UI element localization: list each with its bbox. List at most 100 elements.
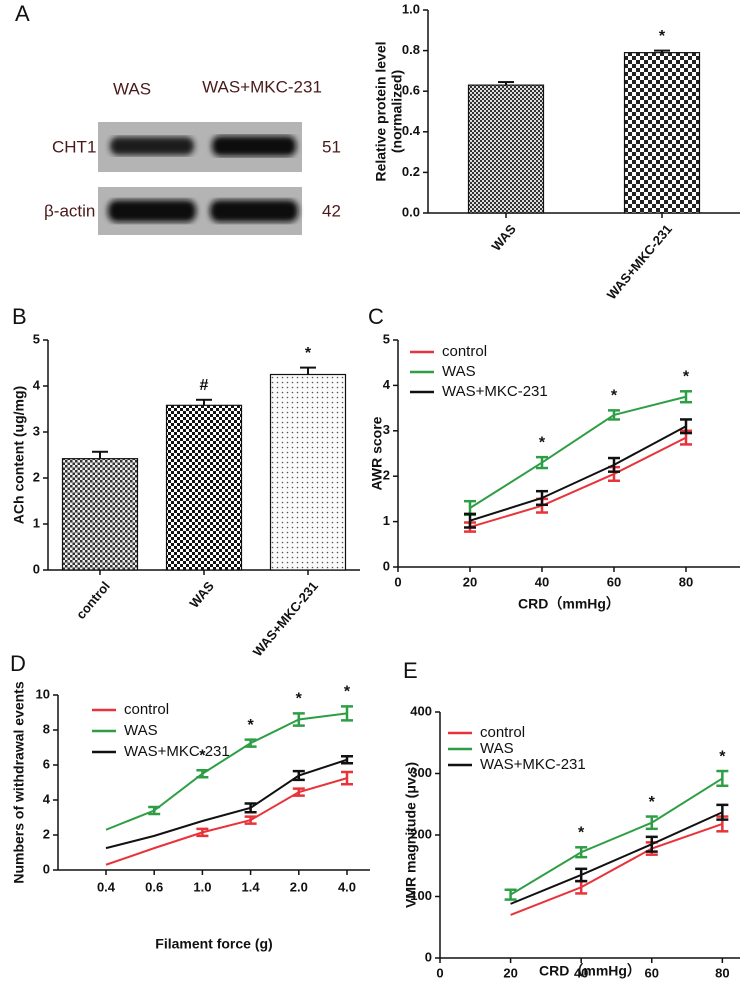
significance-mark: * bbox=[683, 369, 690, 386]
significance-mark: * bbox=[578, 825, 585, 842]
series-line bbox=[105, 758, 348, 850]
significance-mark: * bbox=[344, 684, 351, 701]
x-tick-label: 80 bbox=[679, 574, 693, 589]
x-tick-label: 4.0 bbox=[338, 879, 356, 894]
significance-mark: * bbox=[649, 794, 656, 811]
blot-band bbox=[210, 200, 298, 222]
series-line bbox=[469, 436, 687, 529]
legend-label: control bbox=[480, 724, 525, 741]
significance-mark: # bbox=[200, 377, 209, 394]
y-tick-label: 0 bbox=[43, 861, 50, 876]
panel-letter: C bbox=[368, 304, 384, 329]
y-tick-label: 0.6 bbox=[402, 83, 420, 98]
y-axis-label: AWR score bbox=[369, 416, 385, 490]
legend-label: control bbox=[442, 343, 487, 360]
x-tick-label: 0 bbox=[436, 965, 443, 980]
blot-band bbox=[108, 200, 196, 222]
y-tick-label: 1.0 bbox=[402, 1, 420, 16]
x-tick-label: WAS+MKC-231 bbox=[604, 221, 675, 302]
panel-letter: D bbox=[10, 651, 26, 676]
blot-band bbox=[110, 137, 194, 155]
x-tick-label: 60 bbox=[645, 965, 659, 980]
y-tick-label: 0.2 bbox=[402, 164, 420, 179]
y-tick-label: 6 bbox=[43, 756, 50, 771]
series-line bbox=[469, 395, 687, 509]
x-tick-label: WAS bbox=[186, 578, 217, 611]
y-tick-label: 4 bbox=[33, 377, 41, 392]
panel-letter: B bbox=[12, 304, 27, 329]
x-tick-label: WAS+MKC-231 bbox=[250, 578, 321, 659]
series-line bbox=[510, 811, 723, 905]
x-tick-label: 20 bbox=[503, 965, 517, 980]
y-tick-label: 0 bbox=[383, 558, 390, 573]
kda-label: 51 bbox=[322, 137, 341, 156]
y-axis-label: Relative protein level bbox=[373, 41, 389, 181]
x-tick-label: WAS bbox=[488, 221, 519, 254]
significance-mark: * bbox=[296, 691, 303, 708]
x-axis-label: Filament force (g) bbox=[155, 936, 272, 952]
bar bbox=[269, 373, 347, 571]
y-axis-label: VMR magnitude (μv.s) bbox=[403, 762, 419, 908]
legend-label: WAS bbox=[480, 740, 514, 757]
y-tick-label: 100 bbox=[410, 888, 432, 903]
y-tick-label: 4 bbox=[43, 791, 51, 806]
significance-mark: * bbox=[539, 434, 546, 451]
x-tick-label: 0.4 bbox=[97, 879, 116, 894]
row-label: CHT1 bbox=[52, 137, 96, 156]
legend-label: WAS bbox=[124, 722, 158, 739]
bar bbox=[467, 84, 545, 214]
x-tick-label: 0 bbox=[394, 574, 401, 589]
x-tick-label: 40 bbox=[535, 574, 549, 589]
legend-label: WAS+MKC-231 bbox=[480, 756, 586, 773]
x-tick-label: 80 bbox=[715, 965, 729, 980]
series-line bbox=[105, 777, 348, 866]
y-tick-label: 1 bbox=[33, 515, 40, 530]
x-tick-label: 60 bbox=[607, 574, 621, 589]
y-tick-label: 200 bbox=[410, 826, 432, 841]
legend-label: control bbox=[124, 701, 169, 718]
y-tick-label: 0.8 bbox=[402, 42, 420, 57]
series-line bbox=[105, 712, 348, 831]
row-label: β-actin bbox=[44, 201, 95, 220]
significance-mark: * bbox=[719, 748, 726, 765]
kda-label: 42 bbox=[322, 201, 341, 220]
x-tick-label: 0.6 bbox=[145, 879, 163, 894]
series-line bbox=[469, 425, 687, 522]
y-tick-label: 3 bbox=[33, 423, 40, 438]
significance-mark: * bbox=[305, 345, 312, 362]
blot-band bbox=[212, 136, 296, 156]
y-tick-label: 0 bbox=[33, 561, 40, 576]
y-tick-label: 300 bbox=[410, 765, 432, 780]
legend-label: WAS+MKC-231 bbox=[124, 743, 230, 760]
panel-letter: A bbox=[15, 1, 30, 26]
y-tick-label: 400 bbox=[410, 703, 432, 718]
bar bbox=[623, 52, 701, 214]
y-tick-label: 5 bbox=[383, 331, 390, 346]
significance-mark: * bbox=[199, 747, 206, 764]
significance-mark: * bbox=[611, 388, 618, 405]
y-tick-label: 8 bbox=[43, 721, 50, 736]
y-axis-label: (normalized) bbox=[389, 70, 405, 153]
x-tick-label: 2.0 bbox=[290, 879, 308, 894]
y-tick-label: 0 bbox=[425, 949, 432, 964]
x-axis-label: CRD（mmHg） bbox=[518, 596, 620, 612]
y-tick-label: 2 bbox=[33, 469, 40, 484]
y-tick-label: 4 bbox=[383, 377, 391, 392]
significance-mark: * bbox=[247, 717, 254, 734]
legend-label: WAS+MKC-231 bbox=[442, 383, 548, 400]
y-tick-label: 2 bbox=[383, 468, 390, 483]
lane-label: WAS+MKC-231 bbox=[202, 77, 322, 96]
x-axis-label: CRD（mmHg） bbox=[539, 963, 641, 979]
series-line bbox=[510, 777, 723, 896]
y-tick-label: 5 bbox=[33, 331, 40, 346]
x-tick-label: control bbox=[73, 578, 113, 621]
legend-label: WAS bbox=[442, 363, 476, 380]
series-line bbox=[510, 822, 723, 916]
y-tick-label: 0.0 bbox=[402, 204, 420, 219]
y-tick-label: 3 bbox=[383, 422, 390, 437]
y-tick-label: 2 bbox=[43, 826, 50, 841]
x-tick-label: 40 bbox=[574, 965, 588, 980]
bar bbox=[61, 458, 139, 571]
bar bbox=[165, 404, 243, 571]
